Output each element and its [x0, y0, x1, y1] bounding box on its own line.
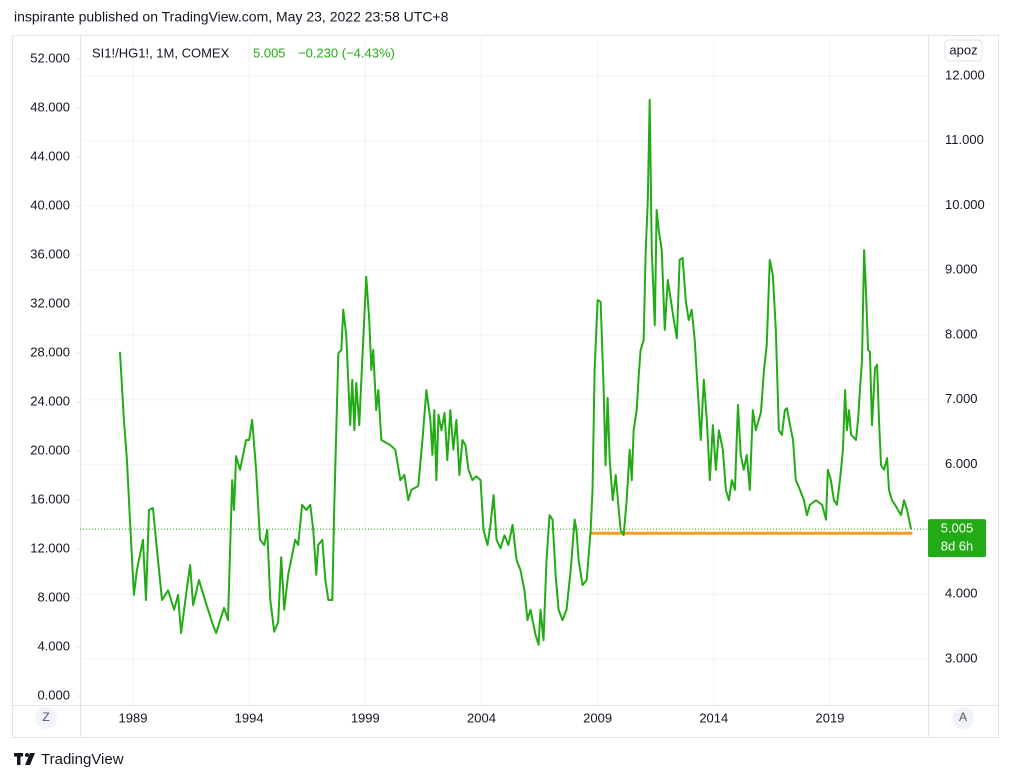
- legend-change: −0.230 (−4.43%): [298, 45, 395, 60]
- y-tick-label: 48.000: [30, 99, 70, 114]
- right-button-label[interactable]: A: [959, 710, 967, 724]
- scale-button-label[interactable]: apoz: [949, 42, 977, 57]
- y-tick-label: 44.000: [30, 148, 70, 163]
- y2-tick-label: 3.000: [945, 650, 978, 665]
- last-price-label: 5.005: [941, 521, 974, 536]
- y-tick-label: 24.000: [30, 393, 70, 408]
- y2-tick-label: 6.000: [945, 456, 978, 471]
- y-tick-label: 32.000: [30, 295, 70, 310]
- y2-tick-label: 4.000: [945, 586, 978, 601]
- legend-last: 5.005: [253, 45, 286, 60]
- y2-tick-label: 8.000: [945, 326, 978, 341]
- chart-frame: [12, 35, 999, 738]
- x-tick-label: 2009: [583, 710, 612, 725]
- y-tick-label: 20.000: [30, 442, 70, 457]
- x-tick-label: 1999: [351, 710, 380, 725]
- left-button-label[interactable]: Z: [42, 710, 49, 724]
- price-line: [118, 98, 913, 646]
- header: inspirante published on TradingView.com,…: [14, 9, 449, 25]
- logo-icon: [14, 753, 35, 765]
- y-tick-label: 16.000: [30, 491, 70, 506]
- x-tick-label: 2014: [699, 710, 728, 725]
- y2-tick-label: 10.000: [945, 197, 985, 212]
- footer-logo-text: TradingView: [41, 751, 124, 768]
- x-tick-label: 2004: [467, 710, 496, 725]
- legend-symbol: SI1!/HG1!, 1M, COMEX: [92, 45, 230, 60]
- y2-tick-label: 11.000: [945, 132, 984, 147]
- y-tick-label: 28.000: [30, 344, 70, 359]
- left-button[interactable]: [35, 707, 57, 729]
- y-tick-label: 4.000: [37, 638, 70, 653]
- countdown-label: 8d 6h: [941, 539, 974, 554]
- y2-tick-label: 9.000: [945, 262, 978, 277]
- y2-tick-label: 12.000: [945, 67, 985, 82]
- y-tick-label: 40.000: [30, 197, 70, 212]
- x-tick-label: 1989: [119, 710, 148, 725]
- y-tick-label: 0.000: [37, 687, 70, 702]
- x-tick-label: 1994: [235, 710, 264, 725]
- y2-tick-label: 7.000: [945, 391, 978, 406]
- x-tick-label: 2019: [815, 710, 844, 725]
- y-tick-label: 8.000: [37, 589, 70, 604]
- y-tick-label: 36.000: [30, 246, 70, 261]
- right-button[interactable]: [952, 707, 974, 729]
- y-tick-label: 52.000: [30, 50, 70, 65]
- y-tick-label: 12.000: [30, 540, 70, 555]
- plot: [80, 98, 928, 646]
- scale-button[interactable]: [944, 39, 983, 62]
- last-price-tag: [928, 519, 986, 558]
- grid: [80, 35, 928, 705]
